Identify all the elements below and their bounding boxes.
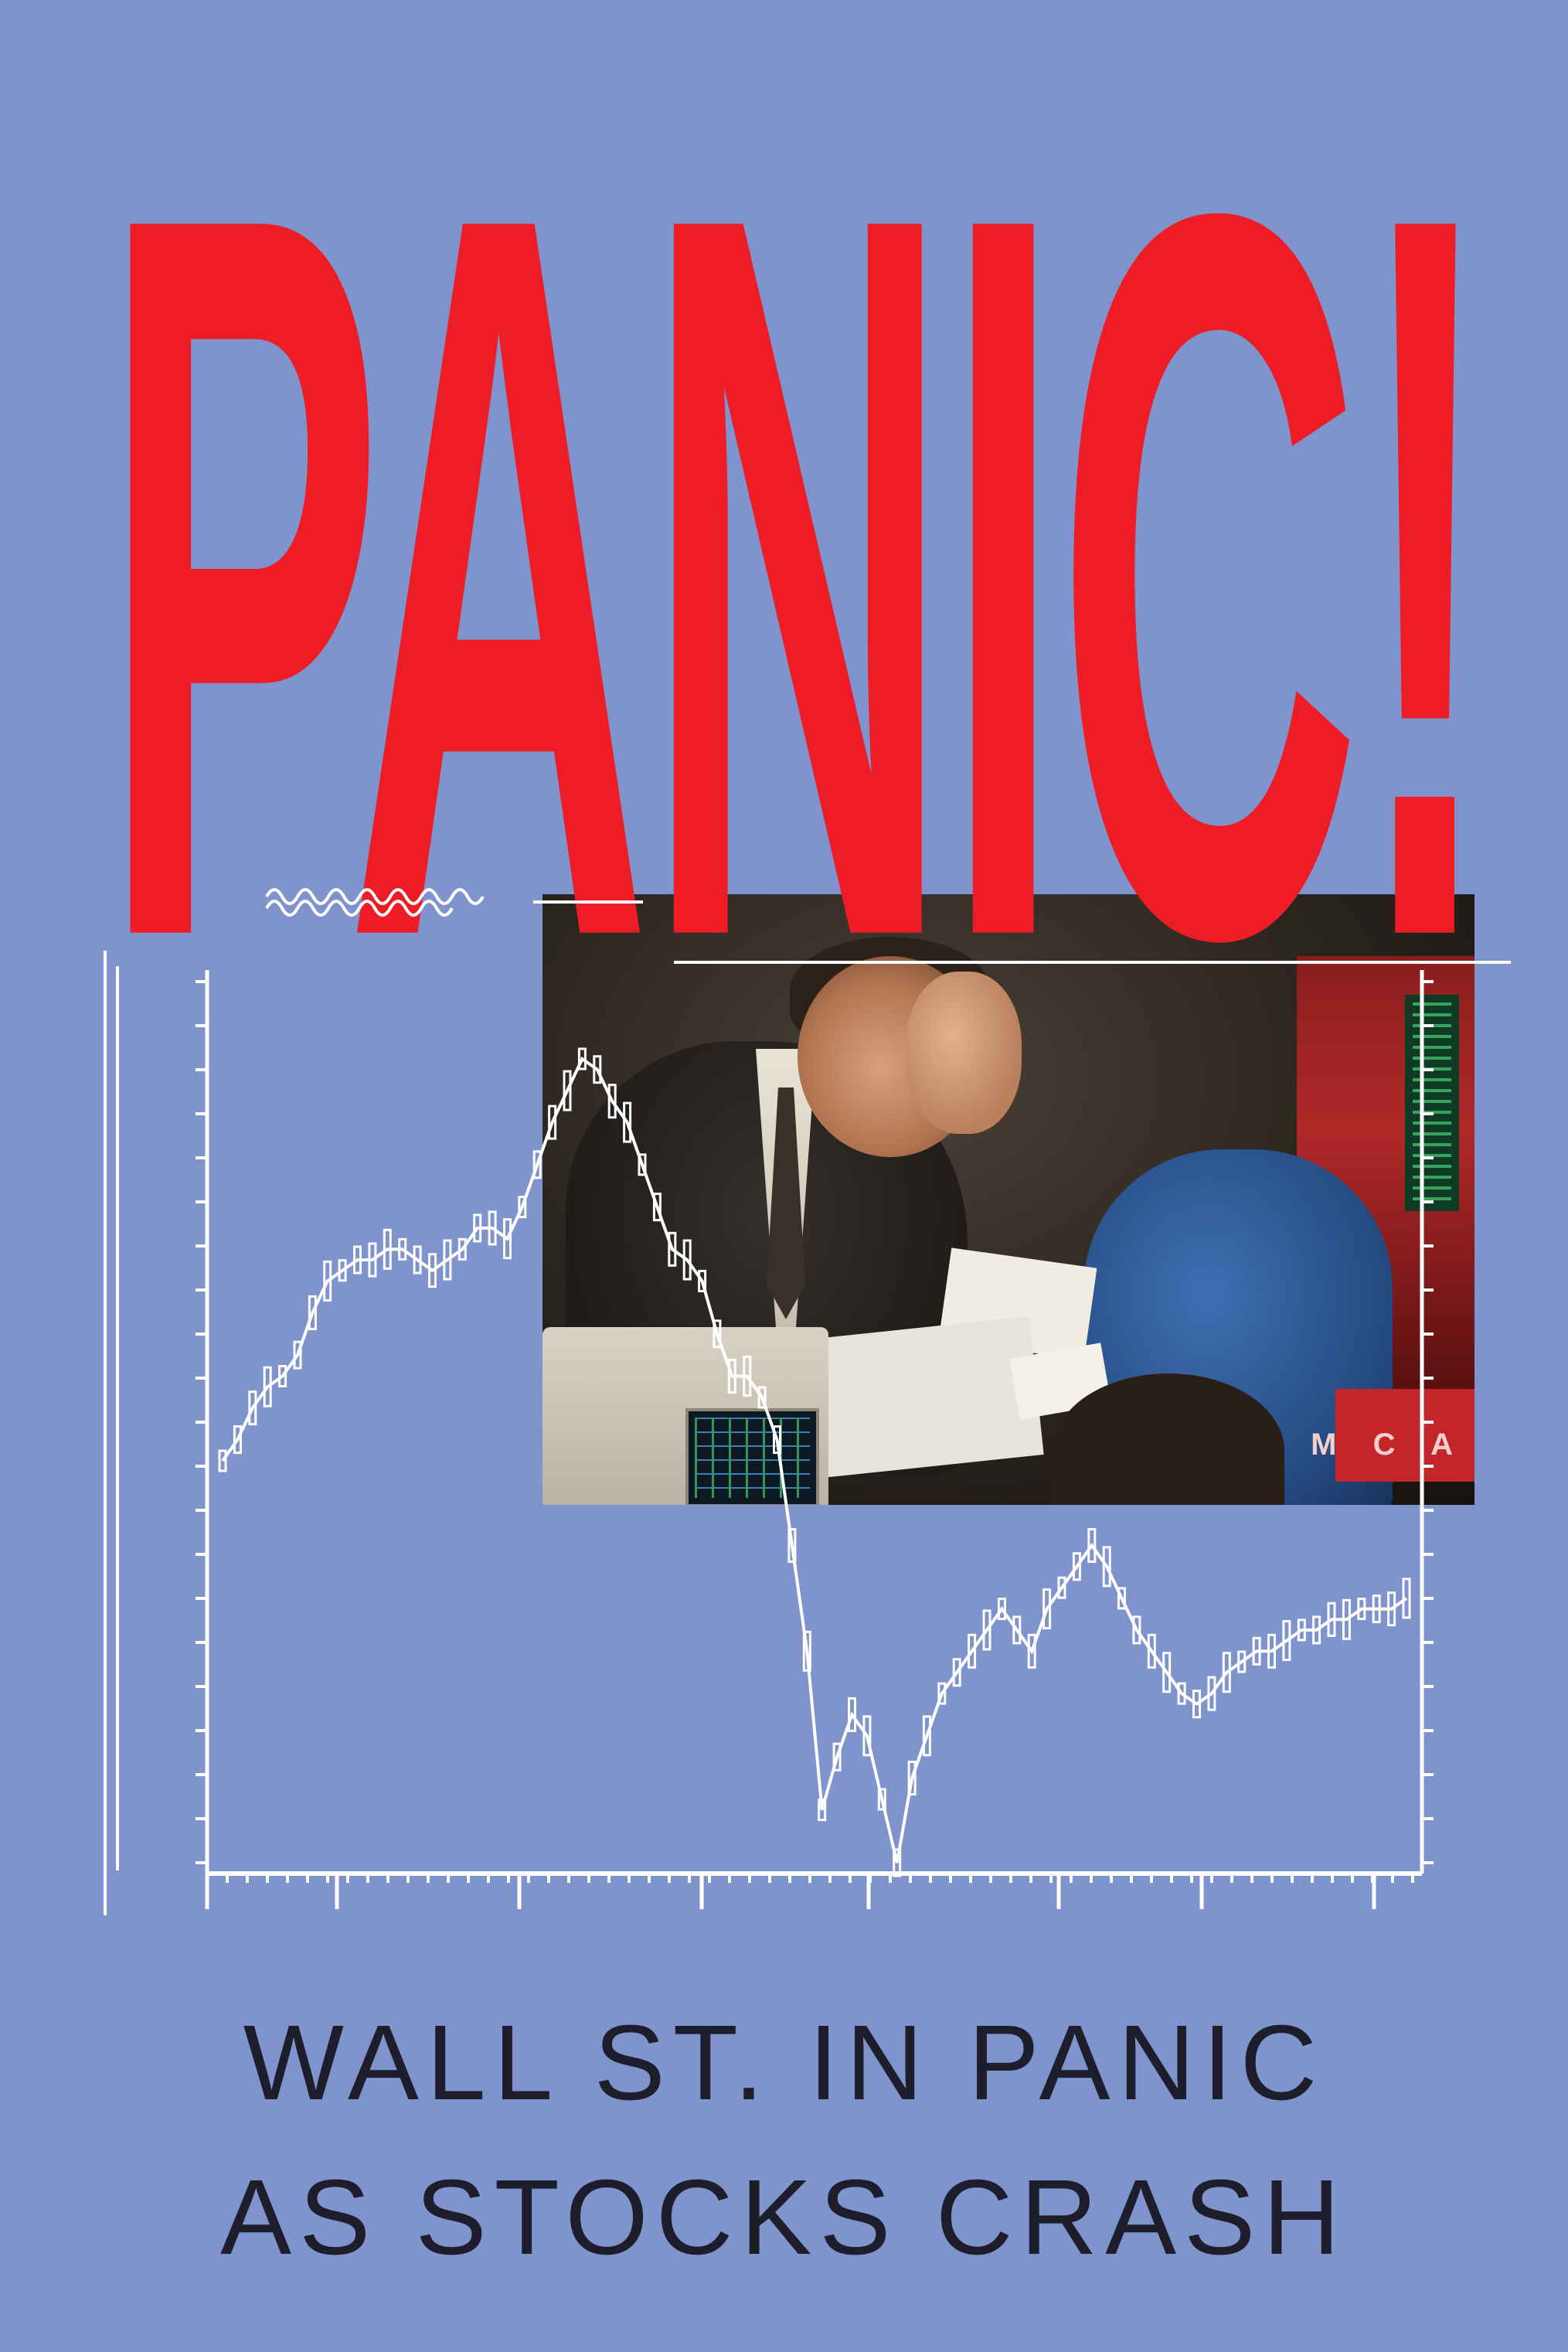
data-point-mark [1087, 1528, 1097, 1563]
data-point-mark [787, 1528, 797, 1563]
data-point-mark [248, 1390, 257, 1426]
y-axis-ticks [196, 980, 1434, 1864]
data-point-mark [952, 1658, 961, 1687]
trader-hand [906, 972, 1022, 1134]
data-point-mark [1312, 1615, 1321, 1645]
data-point-mark [532, 1150, 542, 1179]
data-point-mark [1207, 1676, 1216, 1711]
data-point-mark [518, 1196, 527, 1219]
data-point-mark [563, 1070, 572, 1111]
data-point-mark [308, 1295, 317, 1330]
data-point-mark [1117, 1587, 1126, 1610]
data-point-mark [968, 1633, 977, 1669]
chart-frame [104, 888, 1511, 1915]
data-point-mark [877, 1788, 886, 1811]
data-point-mark [773, 1425, 781, 1455]
data-point-mark [1132, 1615, 1141, 1645]
data-point-mark [1237, 1650, 1247, 1673]
data-point-mark [1282, 1620, 1291, 1662]
data-point-mark [1072, 1552, 1081, 1581]
data-point-mark [1102, 1546, 1111, 1588]
data-point-mark [263, 1366, 272, 1407]
data-point-mark [907, 1761, 917, 1795]
data-point-mark [368, 1242, 377, 1278]
data-point-mark [922, 1715, 931, 1757]
foreground-head [1053, 1373, 1284, 1505]
data-point-mark [1372, 1595, 1381, 1624]
data-point-mark [1177, 1682, 1186, 1705]
data-point-mark [233, 1425, 242, 1455]
red-sign [1335, 1389, 1474, 1482]
data-point-mark [1267, 1633, 1276, 1669]
data-point-mark [997, 1598, 1006, 1621]
squiggle-mark [265, 888, 485, 917]
data-point-mark [278, 1365, 287, 1387]
data-point-mark [638, 1153, 647, 1176]
x-axis-ticks [205, 1874, 1414, 1909]
data-point-mark [862, 1715, 872, 1757]
data-point-mark [1147, 1633, 1156, 1669]
data-point-mark [428, 1253, 437, 1288]
data-point-mark [503, 1218, 512, 1260]
chart-series [218, 1047, 1411, 1877]
data-point-mark [652, 1193, 662, 1222]
data-point-mark [1057, 1576, 1066, 1599]
data-point-mark [727, 1359, 736, 1394]
data-point-mark [338, 1259, 347, 1282]
subheadline-line-2: AS STOCKS CRASH [220, 2158, 1348, 2277]
data-point-mark [323, 1260, 332, 1302]
data-point-mark [623, 1101, 632, 1143]
data-point-mark [398, 1237, 407, 1261]
data-point-mark [1327, 1601, 1336, 1637]
data-point-mark [893, 1848, 902, 1877]
data-point-mark [757, 1386, 767, 1409]
monitor-screen [685, 1408, 819, 1505]
data-point-mark [353, 1245, 362, 1275]
data-point-mark [457, 1237, 467, 1261]
data-point-mark [1027, 1633, 1036, 1669]
data-point-mark [982, 1609, 991, 1651]
data-point-mark [548, 1105, 557, 1140]
data-point-mark [1222, 1652, 1231, 1693]
subheadline-line-1: WALL ST. IN PANIC [243, 2003, 1325, 2122]
data-point-mark [383, 1228, 392, 1270]
data-point-mark [1012, 1615, 1022, 1645]
data-point-mark [1297, 1618, 1306, 1642]
data-point-mark [937, 1682, 947, 1705]
data-point-mark [473, 1213, 482, 1243]
data-point-mark [488, 1210, 497, 1246]
data-point-mark [218, 1449, 227, 1472]
data-point-mark [818, 1799, 827, 1822]
data-point-mark [593, 1055, 602, 1084]
data-point-mark [682, 1239, 692, 1281]
data-point-mark [1402, 1578, 1411, 1619]
data-point-mark [713, 1319, 722, 1349]
data-point-mark [1387, 1591, 1396, 1627]
data-point-mark [802, 1630, 811, 1672]
data-point-mark [1357, 1598, 1366, 1621]
data-point-mark [607, 1084, 617, 1119]
headline: PANIC! [102, 2, 1496, 1152]
sign-lettering: M C A [1311, 1428, 1467, 1462]
data-point-mark [413, 1245, 422, 1275]
data-point-mark [293, 1340, 302, 1370]
data-point-mark [1342, 1598, 1351, 1640]
data-point-mark [743, 1356, 752, 1397]
data-point-mark [577, 1047, 587, 1070]
data-point-mark [668, 1231, 677, 1267]
data-point-mark [1192, 1690, 1201, 1719]
data-point-mark [848, 1697, 856, 1732]
data-point-mark [1162, 1652, 1172, 1693]
data-point-mark [1042, 1588, 1052, 1630]
series-line [221, 1056, 1408, 1864]
ticker-screen [1405, 995, 1459, 1211]
data-point-mark [698, 1269, 707, 1292]
data-point-mark [832, 1742, 842, 1772]
data-point-mark [443, 1239, 452, 1281]
data-point-mark [1252, 1636, 1261, 1666]
